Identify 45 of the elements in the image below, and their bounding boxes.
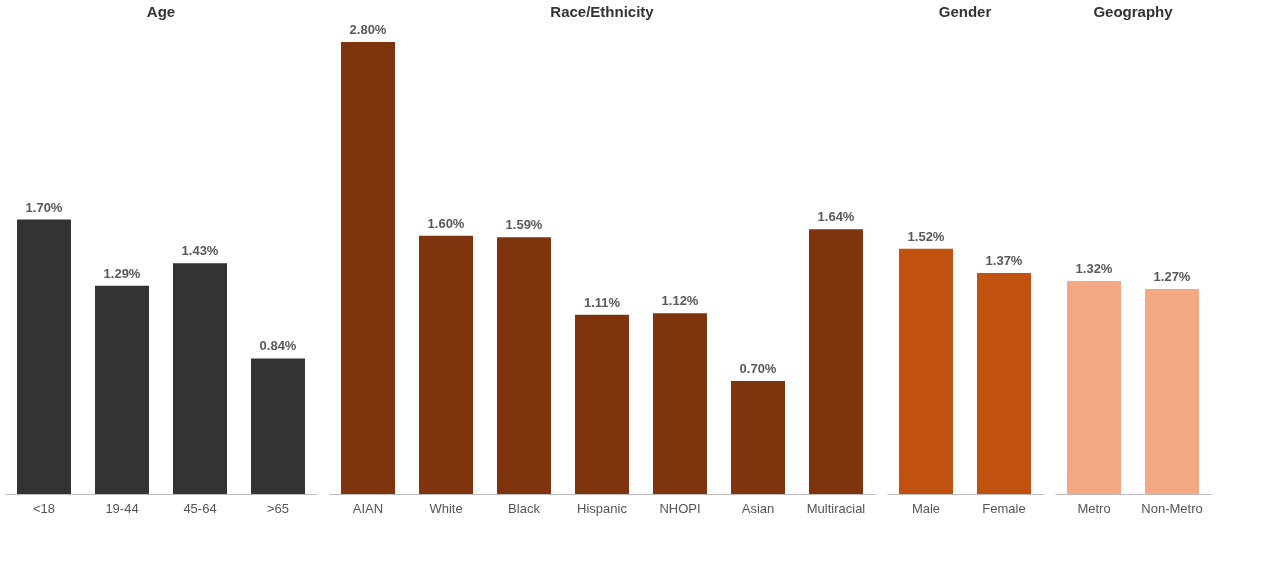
x-tick-label: AIAN xyxy=(352,500,384,516)
data-label: 1.70% xyxy=(25,199,63,215)
data-label: 1.27% xyxy=(1153,269,1191,285)
bar xyxy=(251,358,305,494)
x-tick-label: Male xyxy=(911,500,941,516)
data-label: 0.84% xyxy=(259,338,297,354)
x-tick-label: Black xyxy=(508,500,541,516)
data-label: 1.32% xyxy=(1075,260,1113,276)
x-tick-label: <18 xyxy=(32,500,56,516)
x-tick-label: >65 xyxy=(266,500,290,516)
x-tick-label: 45-64 xyxy=(183,500,217,516)
bar xyxy=(575,314,629,494)
data-label: 1.37% xyxy=(985,252,1023,268)
x-tick-label: Non-Metro xyxy=(1141,500,1203,516)
x-tick-label: White xyxy=(429,500,463,516)
x-tick-label: NHOPI xyxy=(659,500,701,516)
chart-title: Age xyxy=(146,3,176,20)
data-label: 1.52% xyxy=(907,228,945,244)
x-tick-label: 19-44 xyxy=(105,500,139,516)
bar xyxy=(341,42,395,494)
data-label: 1.43% xyxy=(181,243,219,259)
data-label: 1.59% xyxy=(505,217,543,233)
chart-title: Geography xyxy=(1093,3,1174,20)
bar xyxy=(653,313,707,494)
bar xyxy=(17,219,71,494)
chart-title: Gender xyxy=(938,3,992,20)
x-tick-label: Multiracial xyxy=(806,500,866,516)
x-tick-label: Metro xyxy=(1077,500,1111,516)
data-label: 1.12% xyxy=(661,293,699,309)
data-label: 1.60% xyxy=(427,215,465,231)
chart-title: Race/Ethnicity xyxy=(550,3,655,20)
data-label: 0.70% xyxy=(739,361,777,377)
data-label: 1.64% xyxy=(817,209,855,225)
bar xyxy=(809,229,863,494)
bar xyxy=(497,237,551,494)
x-tick-label: Hispanic xyxy=(577,500,628,516)
bar xyxy=(173,263,227,494)
bar xyxy=(419,235,473,494)
bar xyxy=(95,285,149,494)
data-label: 1.11% xyxy=(583,294,621,310)
x-tick-label: Female xyxy=(982,500,1026,516)
data-label: 1.29% xyxy=(103,265,141,281)
bar xyxy=(731,381,785,494)
data-label: 2.80% xyxy=(349,22,387,38)
x-tick-label: Asian xyxy=(741,500,775,516)
